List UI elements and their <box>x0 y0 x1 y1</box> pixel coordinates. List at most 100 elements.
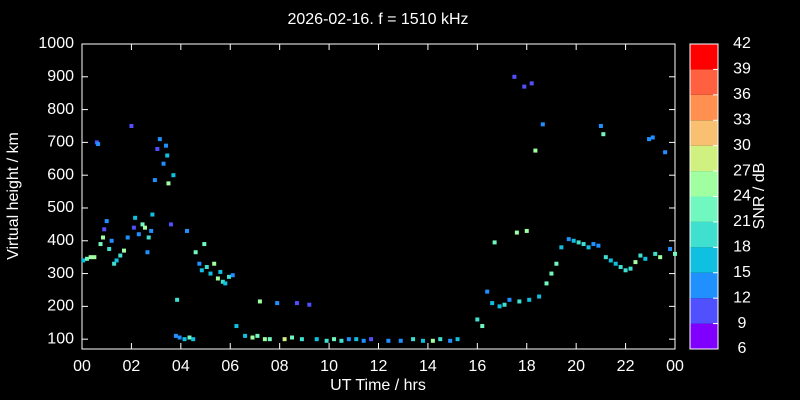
data-point <box>173 333 178 338</box>
x-tick-label: 18 <box>518 358 536 375</box>
data-point <box>218 269 223 274</box>
data-point <box>157 137 162 142</box>
data-point <box>146 235 151 240</box>
data-point <box>275 301 280 306</box>
data-point <box>549 271 554 276</box>
data-point <box>638 253 643 258</box>
colorbar-tick-label: 18 <box>733 239 751 256</box>
data-point <box>571 238 576 243</box>
data-point <box>165 153 170 158</box>
colorbar-band <box>690 94 718 121</box>
data-point <box>324 338 329 343</box>
data-point <box>262 337 267 342</box>
data-point <box>107 246 112 251</box>
data-point <box>628 266 633 271</box>
colorbar-tick-label: 21 <box>733 213 751 230</box>
x-tick-label: 00 <box>666 358 684 375</box>
x-tick-label: 20 <box>567 358 585 375</box>
colorbar-tick-label: 9 <box>738 315 747 332</box>
data-point <box>529 81 534 86</box>
data-point <box>608 258 613 263</box>
data-point <box>212 261 217 266</box>
data-point <box>492 240 497 245</box>
data-point <box>514 230 519 235</box>
data-point <box>193 250 198 255</box>
data-point <box>623 268 628 273</box>
data-point <box>177 335 182 340</box>
data-point <box>533 148 538 153</box>
data-point <box>255 333 260 338</box>
data-point <box>143 225 148 230</box>
data-point <box>171 173 176 178</box>
x-tick-label: 00 <box>73 358 91 375</box>
data-point <box>537 294 542 299</box>
x-tick-label: 16 <box>468 358 486 375</box>
colorbar-band <box>690 272 718 299</box>
data-point <box>613 261 618 266</box>
colorbar-tick-label: 27 <box>733 162 751 179</box>
colorbar-tick-label: 12 <box>733 289 751 306</box>
data-point <box>96 142 101 147</box>
data-point <box>215 276 220 281</box>
data-point <box>84 256 89 261</box>
data-point <box>673 251 677 256</box>
data-point <box>346 337 351 342</box>
data-point <box>185 228 190 233</box>
data-point <box>282 337 287 342</box>
data-point <box>438 337 443 342</box>
data-point <box>102 227 107 232</box>
data-point <box>485 289 490 294</box>
data-point <box>475 317 480 322</box>
data-point <box>369 337 374 342</box>
data-point <box>88 255 93 260</box>
data-point <box>122 248 127 253</box>
data-point <box>332 337 337 342</box>
data-point <box>294 301 299 306</box>
data-point <box>257 299 262 304</box>
data-point <box>598 123 603 128</box>
data-point <box>109 238 114 243</box>
data-point <box>633 260 638 265</box>
data-point <box>618 265 623 270</box>
y-tick-label: 100 <box>47 330 74 347</box>
data-point <box>267 337 272 342</box>
colorbar-band <box>690 196 718 222</box>
data-point <box>576 240 581 245</box>
colorbar-band <box>690 221 718 248</box>
data-point <box>175 297 180 302</box>
data-point <box>182 337 187 342</box>
data-point <box>140 222 145 227</box>
data-point <box>227 274 232 279</box>
data-point <box>524 228 529 233</box>
colorbar-band <box>690 171 718 197</box>
data-point <box>517 299 522 304</box>
data-point <box>658 255 663 260</box>
x-tick-label: 14 <box>419 358 437 375</box>
data-point <box>430 338 435 343</box>
y-tick-label: 500 <box>47 199 74 216</box>
data-point <box>149 228 154 233</box>
colorbar-band <box>690 44 718 70</box>
data-point <box>187 335 192 340</box>
data-point <box>398 338 403 343</box>
data-point <box>502 302 507 307</box>
data-point <box>129 123 134 128</box>
data-point <box>596 243 601 248</box>
data-point <box>98 242 103 247</box>
data-point <box>290 335 295 340</box>
data-point <box>586 245 591 250</box>
data-point <box>314 337 319 342</box>
data-point <box>581 242 586 247</box>
data-point <box>114 258 119 263</box>
data-point <box>448 338 453 343</box>
data-point <box>234 324 239 329</box>
colorbar-tick-label: 33 <box>733 111 751 128</box>
data-point <box>540 122 545 127</box>
x-tick-label: 12 <box>370 358 388 375</box>
data-point <box>250 335 255 340</box>
chart-title: 2026-02-16. f = 1510 kHz <box>287 11 468 28</box>
colorbar-tick-label: 30 <box>733 137 751 154</box>
data-point <box>299 337 304 342</box>
data-point <box>204 265 209 270</box>
